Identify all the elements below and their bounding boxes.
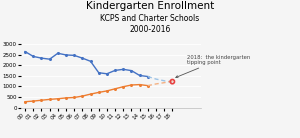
Text: Kindergarten Enrollment: Kindergarten Enrollment [86, 1, 214, 11]
Text: KCPS and Charter Schools: KCPS and Charter Schools [100, 14, 200, 23]
Text: 2018:  the kindergarten
tipping point: 2018: the kindergarten tipping point [176, 55, 250, 78]
Text: 2000-2016: 2000-2016 [129, 25, 171, 34]
